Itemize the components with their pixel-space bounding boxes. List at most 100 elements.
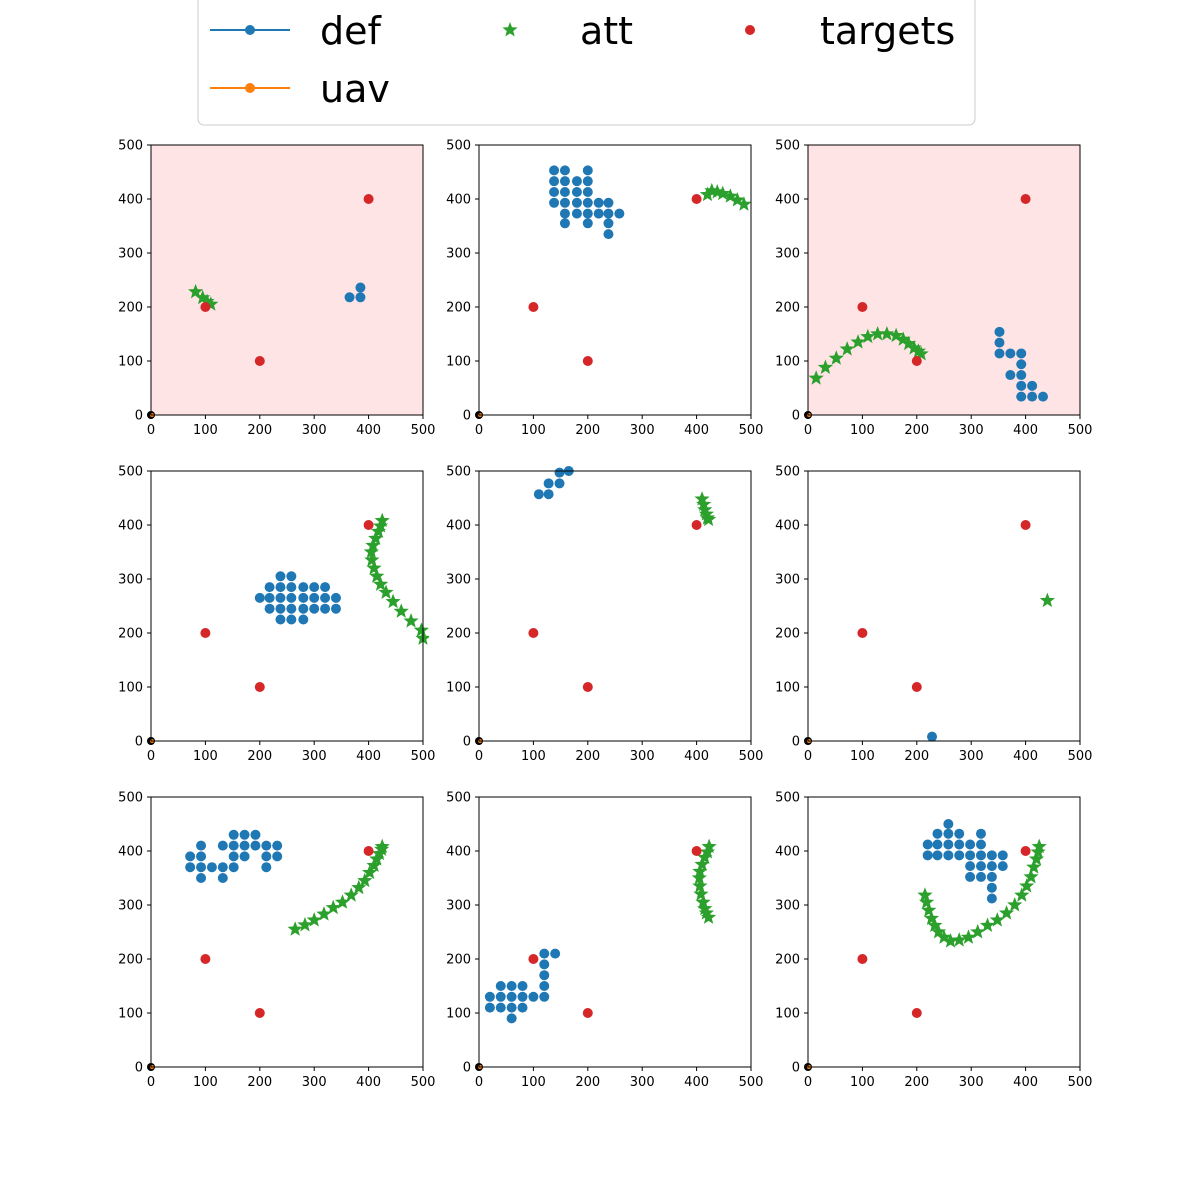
panel-frame <box>478 144 752 416</box>
x-tick-label: 100 <box>850 1075 875 1090</box>
panel-8: 0 100 200 300 400 500 0 100 200 300 400 500 <box>446 791 763 1091</box>
def-point <box>196 873 207 883</box>
panel-2: 0 100 200 300 400 500 0 100 200 300 400 500 <box>446 139 763 439</box>
def-point <box>264 582 275 593</box>
x-tick-label: 200 <box>904 423 929 438</box>
x-tick-label: 100 <box>521 1075 546 1090</box>
y-tick-label: 200 <box>446 953 471 968</box>
def-point <box>506 1013 517 1024</box>
def-point <box>286 603 297 614</box>
y-tick-label: 200 <box>775 301 800 316</box>
y-tick-label: 200 <box>775 953 800 968</box>
def-point <box>986 850 997 861</box>
panel-background <box>151 797 423 1067</box>
target-point <box>857 302 868 312</box>
def-point <box>582 208 593 219</box>
panel-frame <box>150 470 424 742</box>
def-point <box>932 828 943 839</box>
def-point <box>975 828 986 839</box>
y-tick-label: 200 <box>775 627 800 642</box>
panel-background <box>479 471 751 741</box>
def-point <box>228 840 239 851</box>
y-tick-label: 100 <box>446 1007 471 1022</box>
def-point <box>196 840 207 851</box>
att-point <box>951 932 967 947</box>
att-point <box>729 192 746 207</box>
panel-marks <box>475 466 717 745</box>
x-tick-label: 0 <box>475 749 483 764</box>
def-point <box>261 851 272 862</box>
target-point <box>857 628 868 638</box>
y-tick-label: 400 <box>446 193 471 208</box>
y-tick-label: 300 <box>446 247 471 262</box>
def-point <box>559 218 570 229</box>
def-point <box>254 592 265 603</box>
att-point <box>697 900 713 916</box>
x-tick-label: 200 <box>575 749 600 764</box>
target-point <box>528 302 539 312</box>
x-tick-label: 100 <box>521 423 546 438</box>
att-point <box>693 886 709 901</box>
def-point <box>330 603 341 614</box>
y-tick-label: 0 <box>792 1061 800 1076</box>
att-point <box>372 518 389 533</box>
legend-label-targets: targets <box>820 9 955 53</box>
x-tick-label: 400 <box>684 1075 709 1090</box>
def-point <box>298 614 309 625</box>
att-point <box>188 283 204 299</box>
att-point <box>325 899 341 915</box>
def-point <box>217 873 228 883</box>
y-tick-label: 300 <box>118 247 143 262</box>
att-point <box>393 603 409 618</box>
def-point <box>484 1002 495 1013</box>
def-point <box>275 571 286 582</box>
legend-label-def: def <box>320 9 383 53</box>
x-tick-label: 100 <box>521 749 546 764</box>
def-point <box>309 592 320 603</box>
target-point <box>200 954 211 964</box>
y-tick-label: 100 <box>775 681 800 696</box>
target-point <box>254 682 265 692</box>
def-point <box>196 851 207 862</box>
panel-marks <box>804 194 1049 419</box>
target-point <box>911 356 922 366</box>
att-point <box>715 185 731 201</box>
def-point <box>582 186 593 197</box>
att-point <box>413 622 429 637</box>
def-point <box>582 176 593 187</box>
target-point <box>691 846 702 856</box>
def-point <box>275 614 286 625</box>
def-point <box>495 1002 506 1013</box>
att-point <box>700 909 717 924</box>
y-tick-label: 300 <box>775 573 800 588</box>
att-point <box>923 910 940 925</box>
att-point <box>334 894 351 909</box>
panel-frame <box>807 796 1081 1068</box>
panel-3: 0 100 200 300 400 500 0 100 200 300 400 500 <box>775 139 1092 439</box>
def-point <box>1027 380 1038 391</box>
x-tick-label: 300 <box>959 749 984 764</box>
def-point <box>986 893 997 904</box>
target-point <box>582 356 593 366</box>
att-point <box>199 293 215 309</box>
att-point <box>366 857 382 873</box>
x-tick-label: 200 <box>575 1075 600 1090</box>
def-point <box>1016 359 1027 370</box>
att-point <box>906 340 922 355</box>
att-point <box>989 912 1005 927</box>
def-point <box>539 970 550 981</box>
def-point <box>559 197 570 208</box>
legend-label-uav: uav <box>320 67 390 111</box>
panel-frame <box>807 470 1081 742</box>
def-point <box>571 197 582 208</box>
def-point <box>275 592 286 603</box>
att-point <box>1023 868 1039 884</box>
att-point <box>694 856 710 871</box>
att-point <box>365 537 381 552</box>
att-point <box>970 924 986 939</box>
def-point <box>954 850 965 861</box>
def-point <box>261 862 272 873</box>
def-point <box>517 981 528 991</box>
legend-marker-att <box>502 22 518 37</box>
att-point <box>722 188 738 203</box>
